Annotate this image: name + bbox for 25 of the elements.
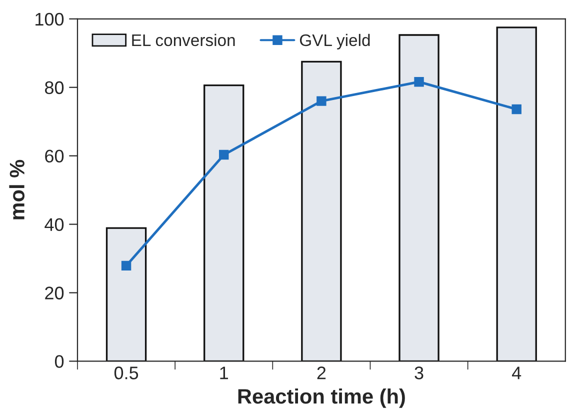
y-tick-label: 0: [54, 355, 64, 368]
x-tick-label: 4: [512, 366, 522, 380]
bar: [496, 26, 537, 362]
y-tick-label: 40: [44, 218, 64, 231]
point: [121, 260, 132, 271]
x-tick-label: 2: [317, 366, 326, 380]
y-tick-label: 80: [45, 81, 64, 94]
bar: [301, 60, 342, 362]
bar: [398, 34, 440, 362]
x-tick-label: 0.5: [114, 366, 138, 380]
bar: [106, 227, 147, 362]
legend-label: EL conversion: [132, 34, 235, 46]
point: [512, 104, 522, 114]
legend-label: GVL yield: [300, 34, 370, 50]
y-axis-title: mol %: [9, 160, 24, 220]
point: [219, 150, 229, 160]
x-axis-title: Reaction time (h): [238, 388, 405, 408]
x-tick-label: 3: [414, 366, 424, 380]
y-tick-label: 60: [45, 150, 64, 163]
point: [414, 77, 424, 87]
x-tick-label: 1: [220, 366, 228, 380]
point: [316, 96, 326, 106]
y-tick-label: 20: [45, 286, 64, 300]
y-tick-label: 100: [36, 12, 64, 26]
bar: [204, 84, 244, 362]
